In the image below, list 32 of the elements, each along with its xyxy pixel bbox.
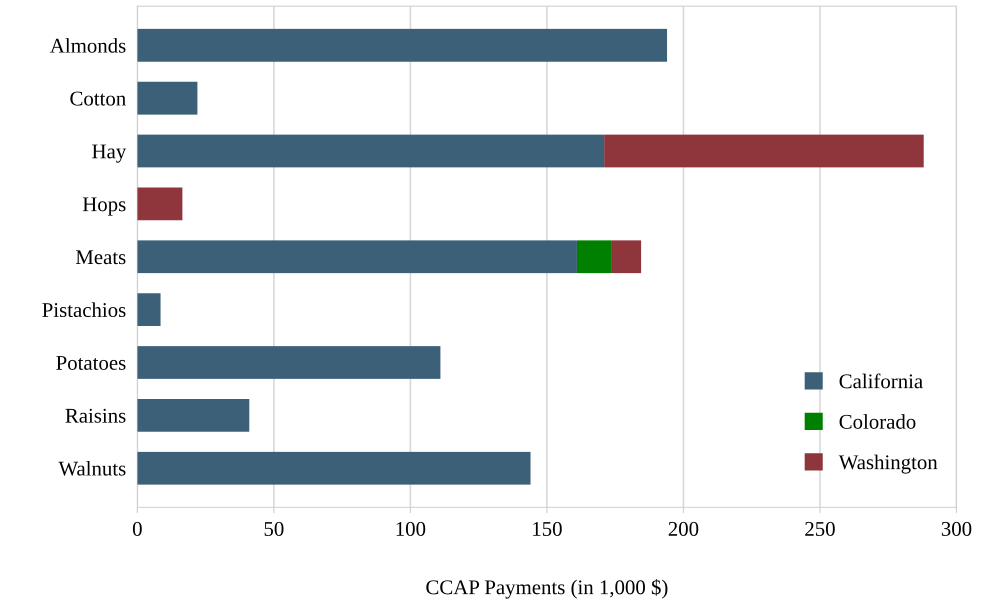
bar xyxy=(576,240,612,274)
bar xyxy=(611,240,642,274)
bar xyxy=(137,293,161,326)
bar xyxy=(137,82,198,115)
legend-label: Colorado xyxy=(840,414,916,429)
x-tick-label: 50 xyxy=(264,522,284,536)
bar xyxy=(137,188,182,220)
y-tick-label: Potatoes xyxy=(56,356,126,370)
bar xyxy=(604,134,924,168)
y-tick-label: Cotton xyxy=(70,92,126,106)
y-tick-label: Meats xyxy=(76,250,126,264)
x-tick-label: 150 xyxy=(533,522,562,536)
bar xyxy=(137,398,250,432)
x-tick-label: 0 xyxy=(132,522,142,536)
bar xyxy=(137,346,440,379)
legend-label: California xyxy=(840,373,923,388)
bar xyxy=(137,240,577,274)
y-tick-label: Hops xyxy=(82,197,126,216)
y-tick-label: Hay xyxy=(92,144,126,163)
x-tick-label: 100 xyxy=(396,522,426,536)
x-tick-label: 250 xyxy=(805,522,835,536)
bar xyxy=(137,134,604,168)
y-tick-label: Walnuts xyxy=(58,460,126,476)
y-tick-label: Almonds xyxy=(50,38,126,53)
x-tick-label: 300 xyxy=(942,522,972,536)
x-axis-title: CCAP Payments (in 1,000 $) xyxy=(426,579,668,599)
legend-label: Washington xyxy=(838,454,938,474)
x-tick-label: 200 xyxy=(668,522,698,536)
y-tick-label: Raisins xyxy=(65,408,126,423)
bar xyxy=(137,452,531,485)
y-tick-label: Pistachios xyxy=(42,302,126,318)
bar xyxy=(137,28,668,62)
